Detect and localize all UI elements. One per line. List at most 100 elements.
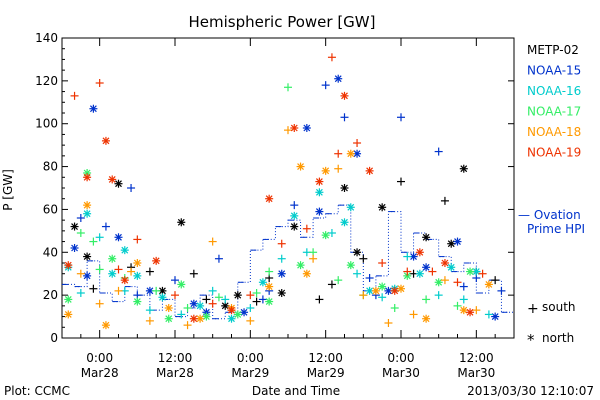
x-tick-label-date: Mar30 bbox=[457, 366, 495, 380]
data-point-metp-02 bbox=[233, 291, 242, 300]
data-point-metp-02 bbox=[189, 269, 198, 278]
data-point-metp-02 bbox=[252, 297, 261, 306]
data-point-noaa-15 bbox=[453, 237, 462, 246]
data-point-noaa-16 bbox=[83, 209, 92, 218]
data-point-noaa-15 bbox=[365, 274, 374, 282]
data-point-metp-02 bbox=[422, 233, 431, 242]
data-point-noaa-19 bbox=[334, 149, 343, 158]
x-tick-label-time: 12:00 bbox=[158, 351, 193, 365]
data-point-noaa-15 bbox=[491, 312, 500, 321]
x-axis-ticks: 0:00Mar2812:00Mar280:00Mar2912:00Mar290:… bbox=[61, 38, 515, 380]
data-point-metp-02 bbox=[290, 222, 299, 231]
data-point-noaa-19 bbox=[353, 139, 362, 147]
data-point-noaa-16 bbox=[76, 289, 85, 297]
data-point-noaa-15 bbox=[290, 201, 299, 210]
data-point-noaa-19 bbox=[290, 124, 299, 132]
data-point-noaa-15 bbox=[459, 282, 468, 291]
data-point-noaa-19 bbox=[315, 177, 324, 186]
data-point-noaa-18 bbox=[422, 314, 431, 323]
data-point-noaa-18 bbox=[397, 284, 405, 293]
data-point-noaa-15 bbox=[76, 214, 85, 222]
x-tick-label-time: 0:00 bbox=[86, 351, 113, 365]
plot-credit: Plot: CCMC bbox=[4, 384, 70, 398]
data-point-noaa-17 bbox=[252, 289, 261, 297]
south-marker-symbol: + bbox=[527, 301, 539, 317]
data-point-noaa-19 bbox=[246, 291, 255, 300]
data-point-noaa-17 bbox=[265, 267, 274, 276]
data-point-noaa-17 bbox=[346, 261, 355, 270]
data-point-metp-02 bbox=[459, 164, 468, 173]
data-point-noaa-18 bbox=[459, 306, 468, 315]
data-point-noaa-15 bbox=[171, 276, 179, 285]
data-point-metp-02 bbox=[440, 196, 449, 205]
data-point-noaa-17 bbox=[284, 83, 292, 92]
data-point-noaa-19 bbox=[227, 306, 236, 315]
y-axis-label: P [GW] bbox=[1, 169, 15, 211]
data-point-noaa-18 bbox=[440, 276, 449, 285]
data-point-noaa-17 bbox=[265, 297, 274, 306]
data-point-noaa-15 bbox=[240, 308, 249, 317]
y-tick-label: 80 bbox=[43, 160, 58, 174]
data-point-metp-02 bbox=[353, 248, 362, 257]
data-point-noaa-19 bbox=[108, 175, 117, 184]
data-point-noaa-16 bbox=[290, 211, 299, 220]
data-point-metp-02 bbox=[327, 280, 336, 289]
data-point-noaa-15 bbox=[189, 299, 198, 308]
data-point-metp-02 bbox=[340, 184, 349, 192]
x-tick-label-date: Mar28 bbox=[156, 366, 194, 380]
data-point-noaa-18 bbox=[296, 162, 305, 171]
data-point-noaa-15 bbox=[497, 286, 506, 295]
north-marker-symbol: * bbox=[527, 331, 535, 349]
data-point-noaa-17 bbox=[177, 280, 186, 289]
data-point-metp-02 bbox=[315, 295, 324, 304]
data-point-noaa-18 bbox=[321, 166, 330, 175]
x-axis-label: Date and Time bbox=[252, 384, 340, 398]
data-point-noaa-17 bbox=[453, 301, 462, 310]
data-point-noaa-18 bbox=[346, 149, 355, 158]
data-point-metp-02 bbox=[378, 203, 387, 212]
data-point-noaa-17 bbox=[95, 265, 104, 274]
data-point-noaa-18 bbox=[164, 304, 173, 312]
data-point-noaa-16 bbox=[277, 254, 286, 263]
data-point-noaa-17 bbox=[89, 237, 98, 246]
data-point-noaa-19 bbox=[70, 91, 79, 100]
south-marker-label: south bbox=[542, 300, 576, 314]
data-point-noaa-19 bbox=[378, 259, 387, 267]
data-points bbox=[64, 53, 506, 330]
data-point-noaa-16 bbox=[246, 304, 255, 312]
data-point-noaa-18 bbox=[64, 310, 73, 319]
data-point-noaa-19 bbox=[428, 267, 437, 276]
data-point-noaa-19 bbox=[152, 256, 161, 265]
data-point-noaa-16 bbox=[484, 310, 493, 319]
ovation-step-path bbox=[62, 204, 514, 320]
data-point-noaa-18 bbox=[127, 267, 136, 276]
data-point-noaa-19 bbox=[440, 259, 449, 267]
data-point-noaa-18 bbox=[284, 126, 292, 135]
data-point-noaa-19 bbox=[365, 166, 374, 175]
data-point-metp-02 bbox=[202, 295, 211, 304]
data-point-noaa-18 bbox=[76, 269, 85, 278]
data-point-noaa-18 bbox=[246, 316, 255, 325]
data-point-noaa-17 bbox=[64, 295, 73, 304]
data-point-noaa-17 bbox=[233, 310, 242, 319]
data-point-noaa-19 bbox=[95, 79, 104, 87]
data-point-noaa-15 bbox=[277, 269, 286, 278]
data-point-noaa-18 bbox=[484, 280, 493, 289]
data-point-noaa-15 bbox=[127, 184, 136, 192]
data-point-noaa-18 bbox=[208, 237, 217, 246]
data-point-metp-02 bbox=[447, 239, 456, 248]
plot-timestamp: 2013/03/30 12:10:07 bbox=[467, 384, 594, 398]
data-point-noaa-15 bbox=[321, 81, 330, 90]
data-point-noaa-17 bbox=[214, 293, 223, 302]
legend-entry-noaa-19: NOAA-19 bbox=[527, 146, 581, 160]
data-point-noaa-15 bbox=[70, 244, 79, 252]
ovation-step-line bbox=[62, 204, 514, 320]
ovation-legend-line2: Prime HPI bbox=[527, 222, 585, 236]
data-point-noaa-19 bbox=[101, 136, 110, 145]
data-point-noaa-18 bbox=[95, 299, 104, 308]
data-point-noaa-18 bbox=[409, 310, 418, 319]
data-point-noaa-19 bbox=[453, 278, 462, 287]
data-point-noaa-16 bbox=[403, 252, 412, 261]
data-point-noaa-17 bbox=[152, 286, 161, 295]
